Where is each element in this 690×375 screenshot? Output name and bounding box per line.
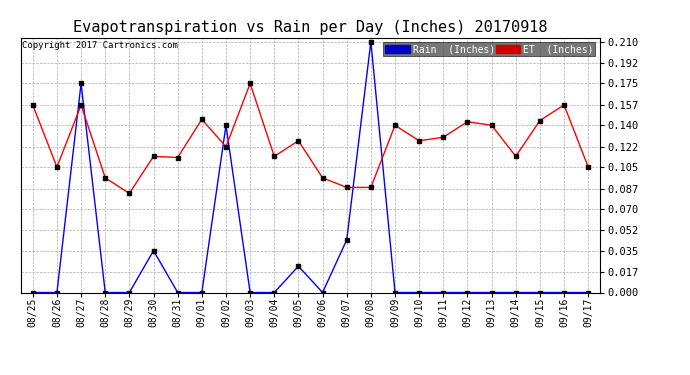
Legend: Rain  (Inches), ET  (Inches): Rain (Inches), ET (Inches) — [384, 42, 595, 56]
Text: Copyright 2017 Cartronics.com: Copyright 2017 Cartronics.com — [22, 41, 178, 50]
Title: Evapotranspiration vs Rain per Day (Inches) 20170918: Evapotranspiration vs Rain per Day (Inch… — [73, 20, 548, 35]
